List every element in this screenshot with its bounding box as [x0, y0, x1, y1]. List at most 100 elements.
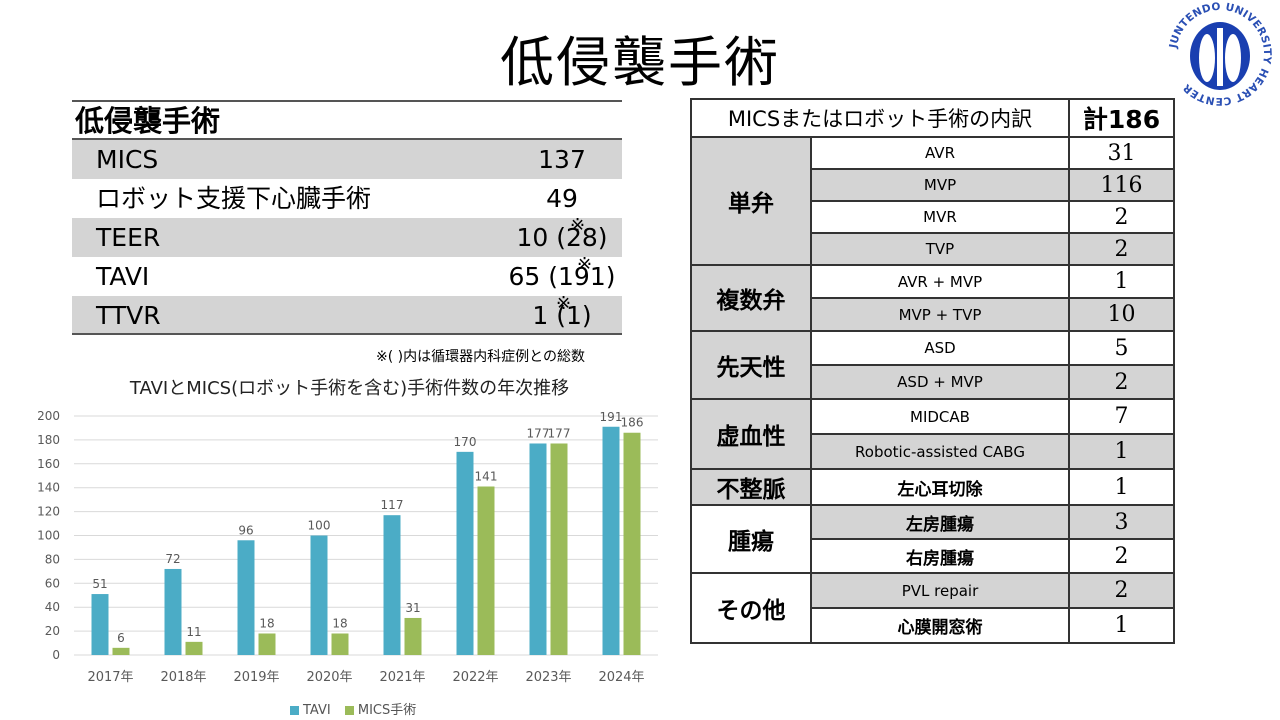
- breakdown-item-count: 2: [1068, 200, 1175, 234]
- bar-mics: [623, 432, 641, 655]
- breakdown-item-count: 2: [1068, 572, 1175, 609]
- breakdown-row: 虚血性 MIDCAB 7: [690, 398, 1175, 470]
- summary-row-label: ロボット支援下心臓手術: [96, 184, 372, 213]
- breakdown-category: 腫瘍: [690, 504, 812, 574]
- x-tick-label: 2021年: [379, 670, 425, 685]
- breakdown-category: 単弁: [690, 136, 812, 266]
- y-tick-label: 140: [37, 481, 60, 495]
- footnote-mark: ※: [556, 293, 572, 314]
- breakdown-category: 虚血性: [690, 398, 812, 470]
- breakdown-row: 単弁 AVR 31: [690, 136, 1175, 266]
- summary-row-value: 10 (28): [516, 223, 608, 252]
- breakdown-row: 先天性 ASD 5: [690, 330, 1175, 400]
- breakdown-row: 心膜開窓術 1: [691, 607, 1175, 644]
- data-label: 117: [381, 498, 404, 512]
- legend-item-tavi: TAVI: [290, 703, 331, 718]
- bar-mics: [112, 647, 130, 655]
- breakdown-header-total: 計186: [1068, 98, 1175, 138]
- breakdown-header-row: MICSまたはロボット手術の内訳 計186: [690, 98, 1175, 138]
- breakdown-item-name: MVP + TVP: [810, 297, 1070, 332]
- bar-mics: [550, 443, 568, 655]
- breakdown-category: 不整脈: [690, 468, 812, 506]
- summary-row-label: TTVR: [96, 301, 161, 330]
- y-tick-label: 60: [45, 576, 60, 590]
- x-tick-label: 2022年: [452, 670, 498, 685]
- summary-row-teer: TEER 10 (28) ※: [72, 215, 622, 257]
- y-tick-label: 40: [45, 600, 60, 614]
- data-label: 177: [548, 426, 571, 440]
- page-title: 低侵襲手術: [500, 31, 780, 94]
- breakdown-row: 複数弁 AVR + MVP 1: [690, 264, 1175, 332]
- summary-row-label: MICS: [96, 145, 159, 174]
- data-label: 72: [165, 552, 180, 566]
- data-label: 18: [259, 616, 274, 630]
- breakdown-item-name: 左房腫瘍: [810, 504, 1070, 540]
- bar-tavi: [383, 515, 401, 655]
- breakdown-item-count: 2: [1068, 538, 1175, 574]
- breakdown-item-count: 10: [1068, 297, 1175, 332]
- breakdown-row: MVP 116: [691, 168, 1175, 202]
- data-label: 18: [332, 616, 347, 630]
- breakdown-item-name: TVP: [810, 232, 1070, 266]
- summary-table: 低侵襲手術 MICS 137 ロボット支援下心臓手術 49 TEER 10 (2…: [72, 100, 622, 335]
- breakdown-item-count: 5: [1068, 330, 1175, 366]
- data-label: 141: [475, 470, 498, 484]
- bar-mics: [331, 633, 349, 655]
- x-tick-label: 2018年: [160, 670, 206, 685]
- data-label: 6: [117, 631, 125, 645]
- breakdown-row: Robotic-assisted CABG 1: [691, 433, 1175, 470]
- breakdown-item-name: MIDCAB: [810, 398, 1070, 435]
- breakdown-row: ASD + MVP 2: [691, 364, 1175, 400]
- data-label: 170: [454, 435, 477, 449]
- breakdown-item-name: 右房腫瘍: [810, 538, 1070, 574]
- summary-heading: 低侵襲手術: [72, 100, 622, 140]
- legend-label: TAVI: [303, 703, 331, 718]
- summary-row-value: 137: [538, 145, 586, 174]
- breakdown-row: MVR 2: [691, 200, 1175, 234]
- breakdown-row: 不整脈 左心耳切除 1: [690, 468, 1175, 506]
- breakdown-item-name: PVL repair: [810, 572, 1070, 609]
- breakdown-item-count: 7: [1068, 398, 1175, 435]
- breakdown-table: MICSまたはロボット手術の内訳 計186 単弁 AVR 31 MVP 116 MVR 2 T…: [690, 98, 1175, 644]
- breakdown-item-count: 1: [1068, 607, 1175, 644]
- breakdown-item-name: MVP: [810, 168, 1070, 202]
- breakdown-item-name: ASD: [810, 330, 1070, 366]
- y-tick-label: 120: [37, 505, 60, 519]
- y-tick-label: 160: [37, 457, 60, 471]
- data-label: 96: [238, 523, 253, 537]
- breakdown-item-name: AVR: [810, 136, 1070, 170]
- data-label: 51: [92, 577, 107, 591]
- breakdown-item-name: ASD + MVP: [810, 364, 1070, 400]
- breakdown-item-count: 2: [1068, 364, 1175, 400]
- breakdown-item-count: 31: [1068, 136, 1175, 170]
- breakdown-row: MVP + TVP 10: [691, 297, 1175, 332]
- data-label: 186: [621, 416, 644, 430]
- bar-tavi: [529, 443, 547, 655]
- breakdown-row: 腫瘍 左房腫瘍 3: [690, 504, 1175, 574]
- summary-row-tavi: TAVI 65 (191) ※: [72, 254, 622, 296]
- breakdown-item-name: AVR + MVP: [810, 264, 1070, 299]
- breakdown-item-count: 1: [1068, 264, 1175, 299]
- breakdown-item-count: 1: [1068, 433, 1175, 470]
- y-tick-label: 180: [37, 433, 60, 447]
- chart-legend: TAVI MICS手術: [290, 699, 426, 718]
- bar-tavi: [91, 594, 109, 655]
- bar-tavi: [164, 568, 182, 655]
- summary-row-value: 49: [546, 184, 578, 213]
- footnote-mark: ※: [570, 215, 586, 236]
- y-tick-label: 100: [37, 529, 60, 543]
- bar-mics: [477, 486, 495, 655]
- summary-row-ttvr: TTVR 1 (1) ※: [72, 293, 622, 335]
- data-label: 191: [600, 410, 623, 424]
- x-tick-label: 2023年: [525, 670, 571, 685]
- bar-mics: [258, 633, 276, 655]
- bar-mics: [185, 641, 203, 655]
- summary-row-robot: ロボット支援下心臓手術 49: [72, 179, 622, 218]
- data-label: 31: [405, 601, 420, 615]
- breakdown-item-count: 3: [1068, 504, 1175, 540]
- breakdown-item-name: MVR: [810, 200, 1070, 234]
- x-tick-label: 2019年: [233, 670, 279, 685]
- footnote-text: ※( )内は循環器内科症例との総数: [376, 349, 585, 365]
- breakdown-category: 先天性: [690, 330, 812, 400]
- breakdown-category: その他: [690, 572, 812, 644]
